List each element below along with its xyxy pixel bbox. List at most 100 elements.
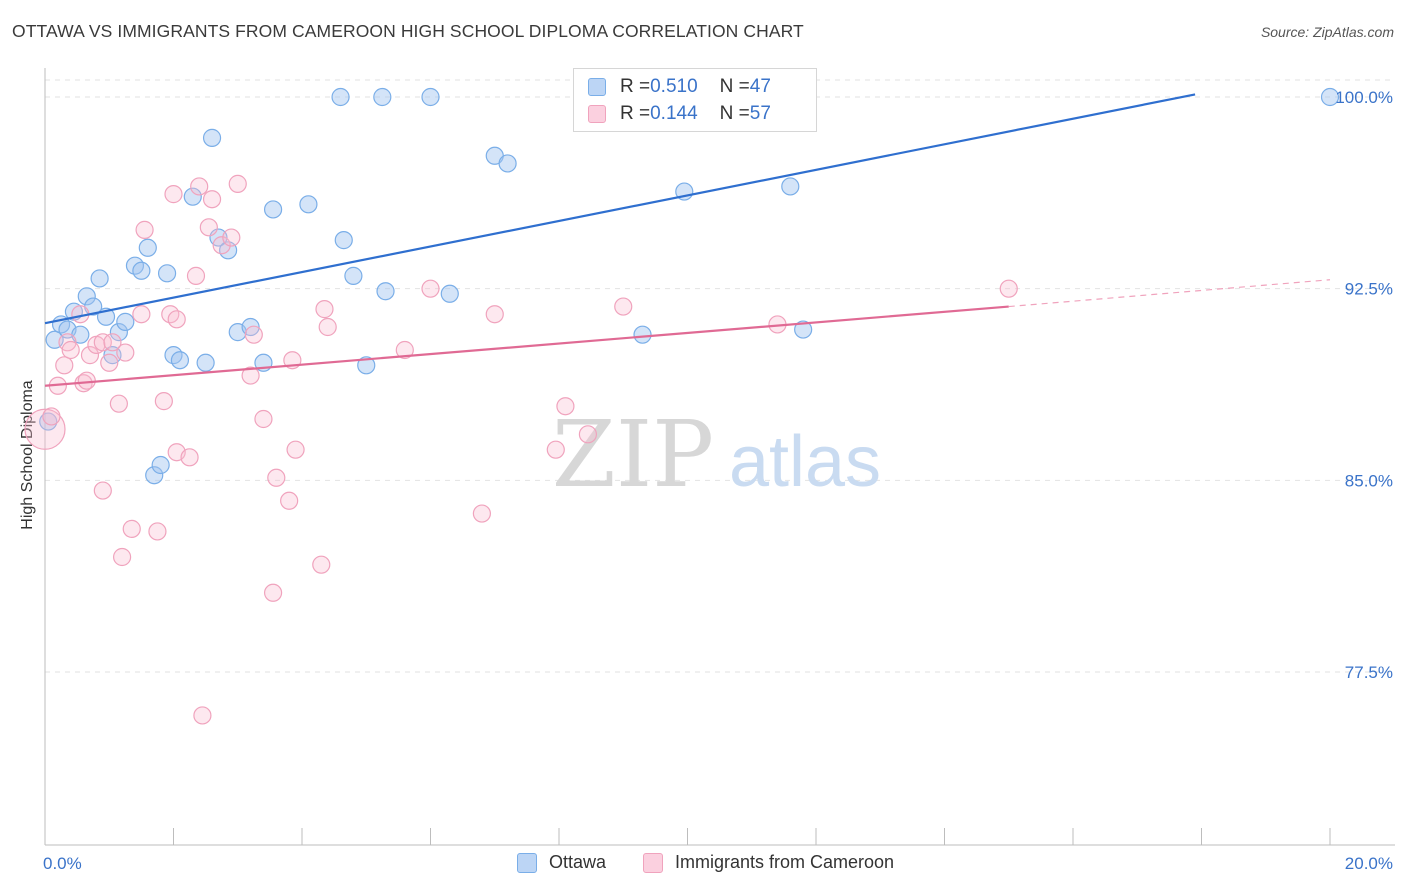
point-cameroon [263, 583, 283, 602]
point-ottawa [39, 412, 58, 431]
point-cameroon [116, 343, 135, 362]
point-ottawa [299, 195, 318, 214]
point-ottawa [440, 284, 459, 303]
legend-row-cameroon: R = 0.144 N = 57 [588, 103, 771, 125]
point-cameroon [421, 279, 440, 298]
point-cameroon [77, 371, 96, 390]
point-ottawa [145, 466, 164, 485]
point-cameroon [222, 228, 241, 247]
point-cameroon [42, 407, 61, 426]
point-cameroon [578, 425, 598, 444]
point-cameroon [395, 340, 414, 360]
point-cameroon [312, 555, 331, 574]
point-ottawa [421, 87, 440, 107]
source-credit: Source: ZipAtlas.com [1260, 24, 1394, 40]
series-legend-cameroon[interactable]: Immigrants from Cameroon [643, 852, 894, 873]
trend-lines [44, 93, 1331, 387]
point-cameroon [318, 317, 337, 337]
data-points [24, 87, 1340, 725]
point-cameroon [135, 220, 154, 239]
point-cameroon [556, 397, 575, 416]
point-ottawa [344, 266, 363, 285]
point-cameroon [148, 522, 167, 541]
point-cameroon [100, 353, 119, 372]
point-cameroon [267, 468, 286, 487]
point-cameroon [24, 408, 66, 450]
point-ottawa [157, 264, 177, 283]
tick-labels: 100.0% 92.5% 85.0% 77.5% 0.0% 20.0% [43, 88, 1393, 873]
point-cameroon [93, 333, 112, 352]
point-cameroon [202, 190, 222, 209]
point-cameroon [55, 356, 74, 375]
point-ottawa [90, 269, 109, 288]
point-cameroon [122, 519, 141, 538]
legend-r-label: R = [620, 103, 651, 124]
point-ottawa [263, 200, 283, 219]
watermark-zip: ZIP [552, 401, 714, 508]
y-tick-label: 100.0% [1335, 88, 1393, 107]
chart-title: OTTAWA VS IMMIGRANTS FROM CAMEROON HIGH … [12, 21, 804, 41]
x-tick-label: 0.0% [43, 854, 82, 873]
legend-n-label: N = [719, 76, 750, 97]
point-cameroon [212, 236, 231, 255]
watermark-atlas: atlas [729, 422, 881, 502]
point-ottawa [373, 87, 392, 107]
point-ottawa [334, 231, 353, 250]
point-cameroon [244, 325, 263, 344]
point-cameroon [280, 491, 299, 510]
point-ottawa [498, 154, 517, 173]
y-tick-label: 85.0% [1345, 471, 1393, 490]
point-ottawa [151, 455, 170, 475]
series-legend: Ottawa Immigrants from Cameroon [0, 852, 1406, 876]
point-cameroon [61, 340, 80, 360]
point-cameroon [80, 346, 100, 365]
point-cameroon [999, 279, 1018, 298]
point-ottawa [138, 238, 157, 257]
point-cameroon [109, 394, 128, 413]
trend-line-cameroon [44, 305, 1009, 387]
trend-line-ottawa [44, 93, 1196, 325]
legend-row-ottawa: R = 0.510 N = 47 [588, 76, 771, 98]
point-cameroon [199, 218, 218, 237]
point-cameroon [93, 481, 112, 500]
point-ottawa [170, 351, 190, 370]
point-cameroon [286, 440, 305, 459]
legend-n-value-ottawa: 47 [749, 76, 771, 97]
point-cameroon [132, 305, 151, 324]
point-cameroon [112, 547, 132, 567]
series-label-ottawa: Ottawa [549, 852, 607, 872]
legend-swatch-ottawa [588, 78, 606, 96]
point-cameroon [315, 300, 334, 319]
series-swatch-cameroon [643, 852, 663, 873]
point-cameroon [190, 177, 209, 196]
legend-r-value-ottawa: 0.510 [650, 76, 698, 97]
point-ottawa [183, 187, 202, 206]
point-ottawa [196, 353, 215, 372]
x-tick-label: 20.0% [1345, 854, 1393, 873]
point-cameroon [154, 392, 173, 411]
point-ottawa [116, 312, 135, 331]
series-swatch-ottawa [517, 852, 537, 873]
legend-swatch-cameroon [588, 105, 606, 123]
point-ottawa [109, 323, 128, 342]
point-ottawa [1320, 87, 1340, 107]
series-legend-ottawa[interactable]: Ottawa [517, 852, 606, 873]
legend-r-value-cameroon: 0.144 [650, 103, 698, 124]
point-cameroon [485, 305, 504, 324]
axes [44, 68, 1395, 846]
point-cameroon [254, 409, 273, 429]
point-ottawa [794, 320, 813, 339]
point-ottawa [633, 325, 652, 344]
point-cameroon [241, 366, 260, 385]
point-ottawa [781, 177, 800, 196]
point-ottawa [202, 128, 222, 147]
point-ottawa [331, 87, 350, 107]
point-cameroon [167, 310, 186, 329]
point-cameroon [546, 440, 565, 459]
point-cameroon [103, 333, 122, 352]
legend-n-label: N = [719, 103, 750, 124]
series-label-cameroon: Immigrants from Cameroon [675, 852, 895, 872]
point-cameroon [164, 185, 183, 204]
y-tick-label: 77.5% [1345, 663, 1393, 682]
